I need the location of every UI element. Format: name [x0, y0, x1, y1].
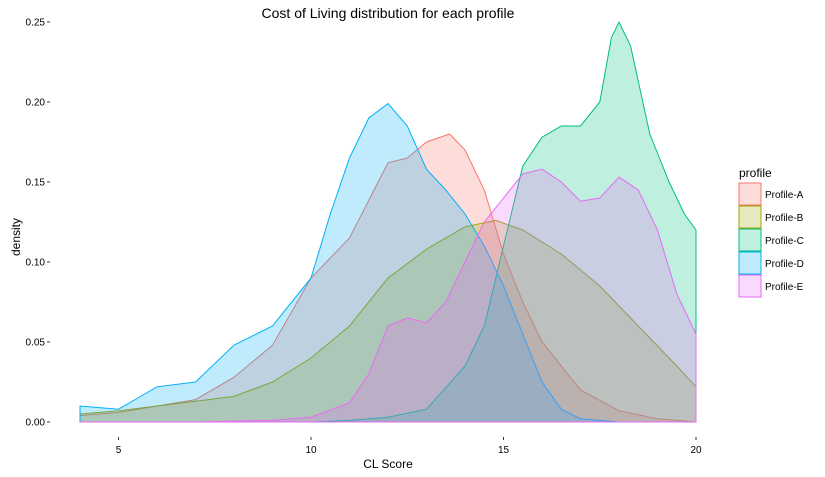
- legend-swatch: [738, 251, 762, 275]
- legend-label: Profile-B: [765, 213, 804, 224]
- density-area-profile-d: [79, 102, 696, 423]
- y-axis: 0.00 0.05 0.10 0.15 0.20 0.25: [26, 18, 50, 429]
- y-tick-label: 0.10: [26, 258, 46, 269]
- density-area-profile-c: [310, 20, 697, 423]
- x-axis-title: CL Score: [363, 457, 413, 471]
- legend-swatch: [738, 228, 762, 252]
- x-axis: 5 10 15 20: [116, 437, 702, 456]
- legend: profile Profile-AProfile-BProfile-CProfi…: [738, 166, 804, 298]
- y-axis-title: density: [9, 218, 23, 256]
- legend-swatch: [738, 182, 762, 206]
- y-tick-label: 0.15: [26, 178, 46, 189]
- legend-item-profile-c: Profile-C: [738, 228, 804, 252]
- legend-item-profile-a: Profile-A: [738, 182, 804, 206]
- chart-title: Cost of Living distribution for each pro…: [262, 5, 515, 21]
- legend-swatch: [738, 274, 762, 298]
- legend-item-profile-e: Profile-E: [738, 274, 804, 298]
- x-tick-label: 10: [305, 445, 317, 456]
- legend-label: Profile-D: [765, 259, 804, 270]
- legend-item-profile-d: Profile-D: [738, 251, 804, 275]
- legend-label: Profile-C: [765, 236, 804, 247]
- y-tick-label: 0.25: [26, 18, 46, 29]
- legend-items: Profile-A Profile-B Profile-C Profile-D Prof…: [738, 182, 804, 298]
- legend-title: profile: [739, 166, 772, 180]
- density-area-profile-e: [80, 168, 697, 423]
- legend-label: Profile-A: [765, 190, 804, 201]
- density-area-profile-b: [79, 219, 697, 423]
- x-tick-label: 20: [690, 445, 702, 456]
- x-tick-label: 15: [498, 445, 510, 456]
- legend-swatch: [738, 205, 762, 229]
- x-tick-label: 5: [116, 445, 122, 456]
- plot-area: [79, 20, 697, 423]
- y-tick-label: 0.00: [26, 418, 46, 429]
- legend-item-profile-b: Profile-B: [738, 205, 804, 229]
- y-tick-label: 0.20: [26, 98, 46, 109]
- legend-label: Profile-E: [765, 282, 804, 293]
- y-tick-label: 0.05: [26, 338, 46, 349]
